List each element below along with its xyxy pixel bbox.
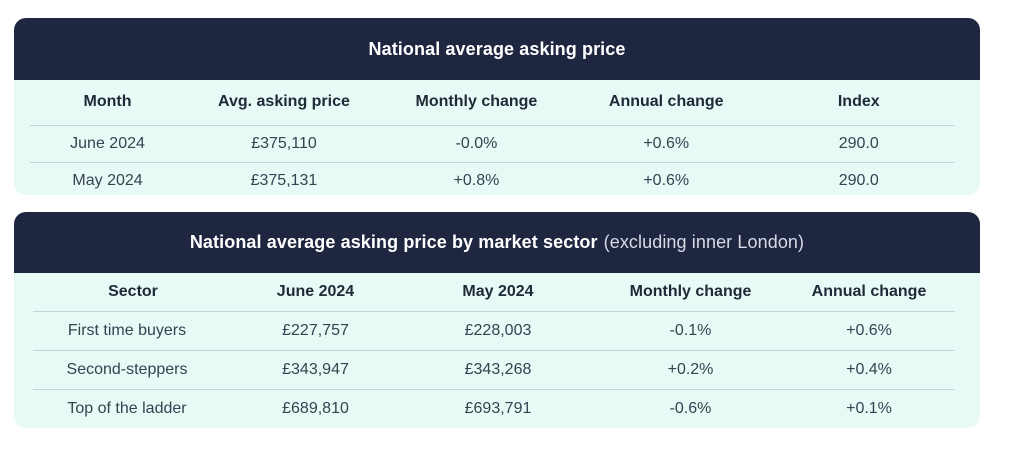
cell-annual-change: +0.4% [783, 349, 955, 389]
column-header-avg-asking-price: Avg. asking price [218, 93, 350, 111]
cell-monthly-change: +0.2% [598, 349, 783, 389]
cell-annual-change: +0.6% [570, 124, 763, 162]
table-row: Top of the ladder £689,810 £693,791 -0.6… [33, 388, 955, 428]
cell-avg-asking-price: £375,110 [185, 124, 383, 162]
cell-monthly-change: -0.0% [382, 124, 570, 162]
cell-sector: Top of the ladder [33, 388, 233, 428]
cell-may-2024: £343,268 [398, 349, 598, 389]
cell-sector: Second-steppers [33, 349, 233, 389]
cell-june-2024: £343,947 [233, 349, 398, 389]
table-row: May 2024 £375,131 +0.8% +0.6% 290.0 [30, 161, 955, 199]
cell-monthly-change: -0.1% [598, 310, 783, 350]
header-row: Month Avg. asking price Monthly change A… [30, 80, 955, 125]
cell-may-2024: £228,003 [398, 310, 598, 350]
cell-avg-asking-price: £375,131 [185, 161, 383, 199]
column-header-annual-change: Annual change [608, 93, 724, 111]
cell-month: June 2024 [30, 124, 186, 162]
table-row: Second-steppers £343,947 £343,268 +0.2% … [33, 349, 955, 389]
column-header-month: Month [83, 93, 132, 111]
cell-annual-change: +0.6% [570, 161, 763, 199]
table-title: National average asking price [368, 38, 626, 59]
cell-june-2024: £227,757 [233, 310, 398, 350]
cell-index: 290.0 [762, 161, 955, 199]
column-header-index: Index [837, 93, 880, 111]
cell-monthly-change: -0.6% [598, 388, 783, 428]
cell-june-2024: £689,810 [233, 388, 398, 428]
cell-index: 290.0 [762, 124, 955, 162]
table-title: National average asking price by market … [189, 232, 598, 252]
cell-annual-change: +0.6% [783, 310, 955, 350]
header-row: Sector June 2024 May 2024 Monthly change… [33, 274, 955, 311]
cell-may-2024: £693,791 [398, 388, 598, 428]
column-header-annual-change: Annual change [811, 283, 927, 301]
card-header: National average asking price [14, 18, 980, 80]
column-header-june-2024: June 2024 [276, 283, 355, 301]
cell-monthly-change: +0.8% [382, 161, 570, 199]
column-header-monthly-change: Monthly change [415, 93, 538, 111]
cell-month: May 2024 [30, 161, 186, 199]
column-header-monthly-change: Monthly change [629, 283, 752, 301]
national-asking-price-table: Month Avg. asking price Monthly change A… [30, 80, 955, 199]
table-row: June 2024 £375,110 -0.0% +0.6% 290.0 [30, 124, 955, 162]
column-header-may-2024: May 2024 [462, 283, 534, 301]
table-subtitle: (excluding inner London) [603, 232, 805, 252]
market-sector-table: Sector June 2024 May 2024 Monthly change… [33, 274, 955, 428]
cell-annual-change: +0.1% [783, 388, 955, 428]
cell-sector: First time buyers [33, 310, 233, 350]
column-header-sector: Sector [108, 283, 158, 301]
table-row: First time buyers £227,757 £228,003 -0.1… [33, 310, 955, 350]
card-header: National average asking price by market … [14, 212, 980, 273]
